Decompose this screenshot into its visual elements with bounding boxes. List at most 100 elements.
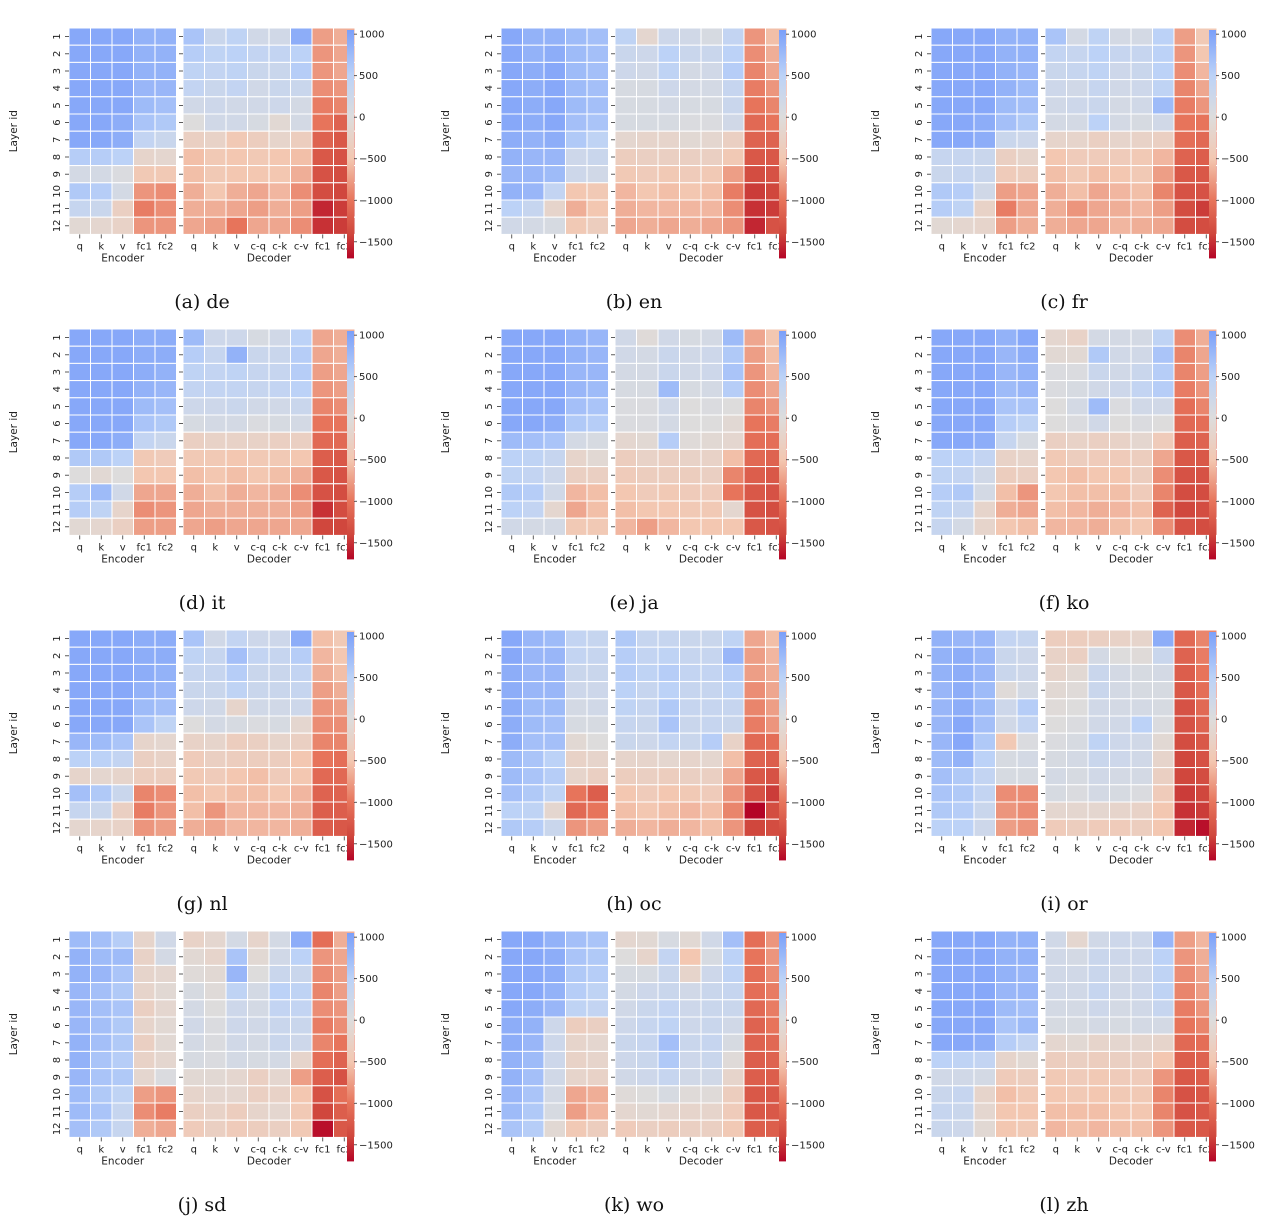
decoder-cell	[1130, 982, 1153, 1001]
encoder-cell	[90, 1016, 113, 1035]
x-tick-label: v	[552, 542, 558, 553]
decoder-cell	[1109, 1119, 1132, 1138]
encoder-cell	[543, 1068, 566, 1087]
decoder-cell	[182, 681, 205, 700]
encoder-cell	[952, 1033, 975, 1052]
colorbar-tick-label: 1000	[1221, 30, 1246, 41]
y-tick-label: 2	[914, 954, 925, 960]
decoder-cell	[1109, 715, 1132, 734]
encoder-cell	[543, 517, 566, 536]
encoder-cell	[111, 414, 134, 433]
encoder-cell	[133, 1102, 156, 1121]
decoder-cell	[657, 113, 680, 132]
encoder-cell	[500, 345, 523, 364]
encoder-cell	[500, 749, 523, 769]
encoder-cell	[90, 466, 113, 485]
decoder-cell	[614, 500, 637, 519]
encoder-cell	[154, 767, 177, 786]
decoder-cell	[290, 646, 313, 665]
decoder-cell	[290, 1085, 313, 1104]
decoder-cell	[311, 964, 334, 984]
decoder-cell	[1173, 397, 1196, 416]
decoder-cell	[1066, 500, 1089, 519]
colorbar-tick-label: −1500	[791, 538, 825, 549]
decoder-cell	[268, 44, 291, 63]
x-tick-label: fc2	[769, 1144, 784, 1155]
encoder-cell	[995, 1119, 1018, 1138]
encoder-cell	[973, 147, 996, 167]
decoder-cell	[1087, 1102, 1110, 1121]
encoder-cell	[90, 801, 113, 820]
y-tick-label: 7	[52, 137, 63, 143]
decoder-cell	[657, 130, 680, 149]
encoder-cell	[930, 749, 953, 769]
encoder-cell	[995, 147, 1018, 167]
encoder-cell	[565, 629, 588, 648]
y-tick-label: 1	[914, 635, 925, 641]
encoder-cell	[133, 999, 156, 1018]
x-tick-label: v	[982, 241, 988, 252]
encoder-cell	[952, 79, 975, 98]
encoder-cell	[111, 999, 134, 1018]
encoder-cell	[90, 79, 113, 98]
decoder-cell	[1130, 380, 1153, 399]
decoder-cell	[1087, 1050, 1110, 1070]
encoder-cell	[543, 27, 566, 46]
encoder-cell	[586, 466, 609, 485]
y-tick-label: 6	[52, 1022, 63, 1028]
decoder-cell	[311, 96, 334, 115]
y-tick-label: 9	[52, 472, 63, 478]
decoder-cell	[268, 27, 291, 46]
x-tick-label: q	[623, 241, 629, 252]
encoder-cell	[543, 113, 566, 132]
encoder-axis-label: Encoder	[533, 854, 577, 866]
encoder-cell	[586, 1016, 609, 1035]
y-axis-label: Layer id	[440, 1013, 452, 1055]
decoder-cell	[636, 749, 659, 769]
encoder-cell	[133, 199, 156, 218]
encoder-cell	[1016, 681, 1039, 700]
y-tick-label: 11	[914, 1105, 925, 1118]
decoder-cell	[1066, 767, 1089, 786]
decoder-cell	[1173, 61, 1196, 81]
decoder-cell	[700, 130, 723, 149]
encoder-cell	[543, 182, 566, 201]
encoder-cell	[154, 715, 177, 734]
encoder-cell	[68, 1085, 91, 1104]
decoder-cell	[225, 749, 248, 769]
decoder-cell	[268, 767, 291, 786]
encoder-cell	[565, 947, 588, 966]
decoder-cell	[679, 1050, 702, 1070]
decoder-cell	[679, 345, 702, 364]
decoder-cell	[1173, 999, 1196, 1018]
encoder-cell	[995, 681, 1018, 700]
decoder-cell	[700, 1068, 723, 1087]
decoder-cell	[1130, 818, 1153, 837]
colorbar-tick-label: −1000	[1221, 1099, 1255, 1110]
encoder-cell	[522, 165, 545, 184]
y-tick-label: 12	[52, 219, 63, 232]
decoder-cell	[657, 165, 680, 184]
encoder-cell	[973, 397, 996, 416]
x-tick-label: v	[982, 843, 988, 854]
decoder-cell	[204, 466, 227, 485]
y-tick-label: 10	[914, 787, 925, 800]
decoder-cell	[1044, 663, 1067, 683]
decoder-cell	[614, 328, 637, 347]
decoder-cell	[1173, 500, 1196, 519]
decoder-cell	[290, 61, 313, 81]
encoder-cell	[90, 749, 113, 769]
colorbar-tick-label: 0	[1221, 113, 1227, 124]
decoder-cell	[204, 96, 227, 115]
x-tick-label: q	[191, 1144, 197, 1155]
colorbar-tick-label: −500	[791, 756, 818, 767]
encoder-cell	[522, 113, 545, 132]
encoder-cell	[1016, 345, 1039, 364]
encoder-cell	[500, 784, 523, 803]
y-tick-label: 8	[52, 154, 63, 160]
decoder-cell	[1173, 216, 1196, 235]
decoder-cell	[225, 715, 248, 734]
encoder-cell	[111, 483, 134, 502]
decoder-cell	[1087, 165, 1110, 184]
y-axis-label: Layer id	[8, 712, 20, 754]
